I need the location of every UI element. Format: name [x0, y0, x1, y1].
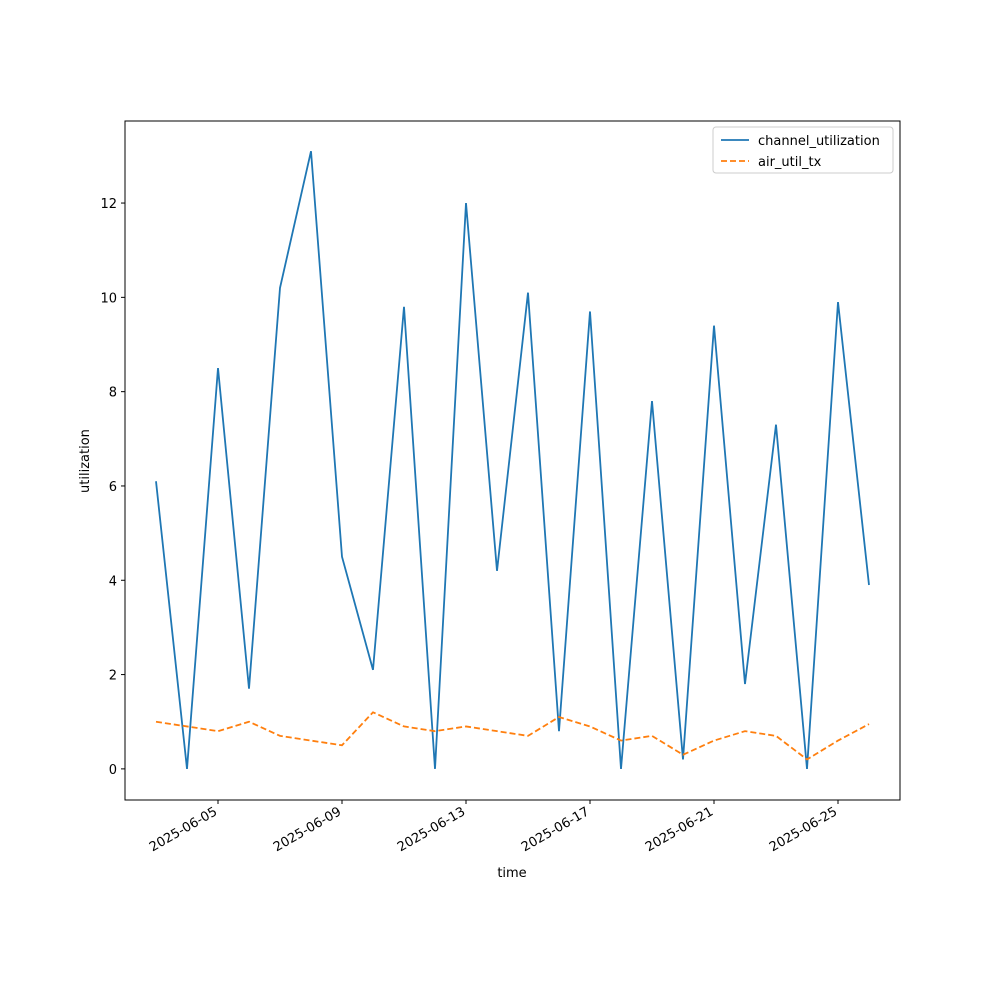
y-axis-label: utilization [78, 429, 93, 493]
x-tick-label: 2025-06-09 [271, 804, 344, 855]
x-axis-label: time [497, 866, 526, 881]
y-tick-label: 12 [100, 197, 117, 212]
y-tick-label: 8 [109, 386, 117, 401]
y-tick-label: 4 [109, 574, 117, 589]
y-tick-label: 6 [109, 480, 117, 495]
x-tick-label: 2025-06-21 [643, 804, 716, 855]
y-tick-label: 2 [109, 669, 117, 684]
y-tick-label: 10 [100, 291, 117, 306]
legend-frame [712, 126, 894, 174]
x-tick-label: 2025-06-13 [395, 804, 468, 855]
legend-label: air_util_tx [758, 155, 822, 170]
x-tick-label: 2025-06-25 [767, 804, 840, 855]
legend: channel_utilization air_util_tx [712, 126, 894, 174]
plot-frame [124, 120, 901, 801]
x-tick-label: 2025-06-17 [519, 804, 592, 855]
series-line [155, 711, 870, 761]
legend-label: channel_utilization [758, 134, 880, 149]
x-tick-label: 2025-06-05 [147, 804, 220, 855]
y-tick-label: 0 [109, 763, 117, 778]
series-line [155, 150, 870, 769]
